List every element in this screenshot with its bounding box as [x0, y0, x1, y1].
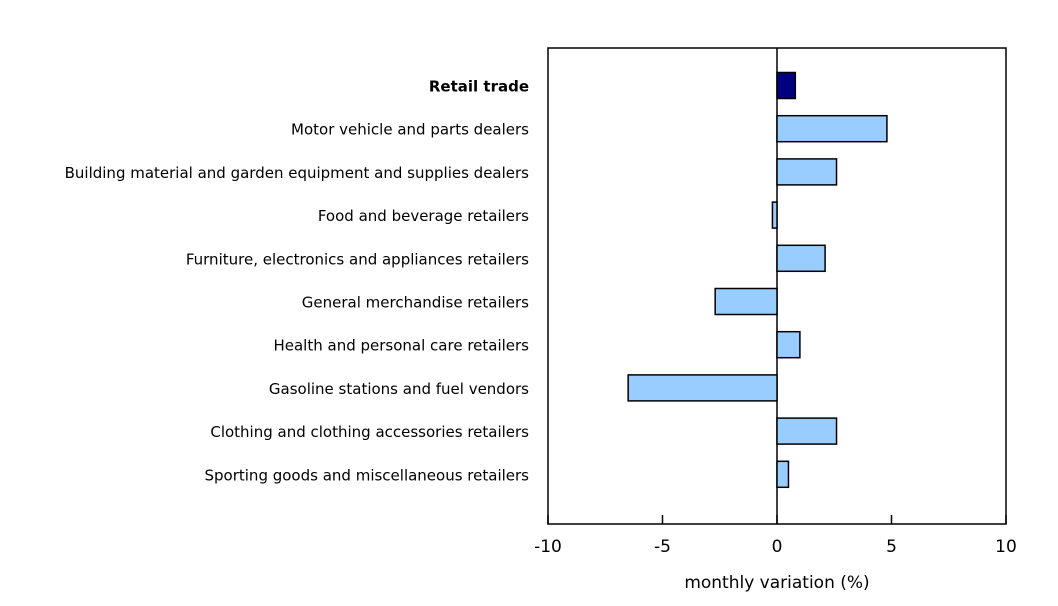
bar-9	[776, 460, 790, 489]
category-label: General merchandise retailers	[302, 294, 529, 312]
bar-1	[776, 114, 888, 143]
bar-4	[776, 244, 826, 273]
category-label: Motor vehicle and parts dealers	[291, 121, 529, 139]
category-label: Clothing and clothing accessories retail…	[210, 423, 529, 441]
x-tick-label: -10	[534, 537, 562, 557]
bar-0	[776, 71, 797, 100]
bar-6	[776, 330, 801, 359]
x-tick-label: -5	[654, 537, 671, 557]
x-tick-label: 5	[886, 537, 897, 557]
category-label: Gasoline stations and fuel vendors	[269, 380, 529, 398]
bar-2	[776, 158, 838, 186]
bar-3	[771, 201, 778, 229]
bar-5	[714, 287, 778, 316]
category-label: Furniture, electronics and appliances re…	[186, 250, 529, 268]
category-label: Food and beverage retailers	[318, 207, 529, 225]
category-label: Building material and garden equipment a…	[65, 164, 530, 182]
x-tick-label: 0	[772, 537, 783, 557]
bar-8	[776, 417, 838, 445]
category-label: Retail trade	[429, 78, 529, 96]
bar-7	[627, 374, 778, 402]
x-axis-title: monthly variation (%)	[684, 573, 869, 593]
category-label: Sporting goods and miscellaneous retaile…	[205, 466, 530, 484]
x-tick-label: 10	[995, 537, 1017, 557]
category-label: Health and personal care retailers	[273, 337, 529, 355]
